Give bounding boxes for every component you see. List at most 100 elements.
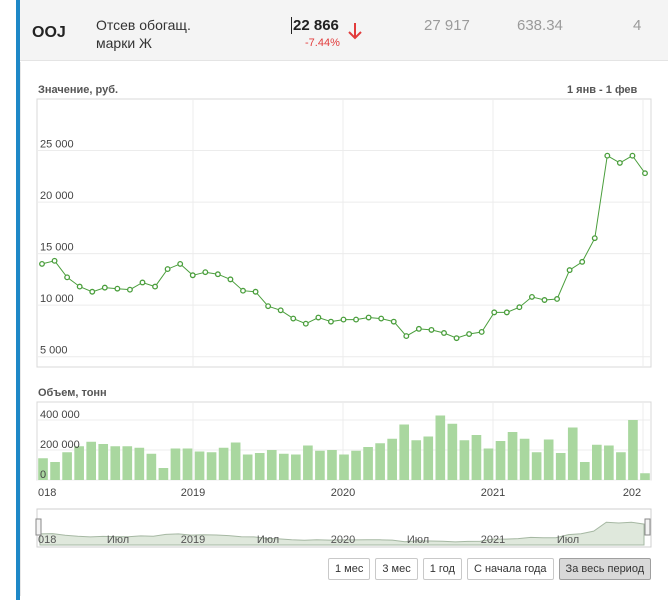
price-point — [415, 325, 422, 332]
price-point — [554, 296, 561, 302]
price-point — [579, 258, 586, 265]
instrument-row[interactable]: OOJ Отсев обогащ. марки Ж 22 866 -7.44% … — [20, 0, 668, 61]
date-range-label: 1 янв - 1 фев — [567, 84, 638, 96]
price-y-tick-label: 5 000 — [40, 345, 68, 357]
price-point — [491, 309, 498, 316]
price-point — [503, 309, 510, 316]
price-point — [340, 316, 347, 323]
volume-bar — [74, 446, 84, 480]
price-point — [177, 260, 184, 267]
price-point — [327, 318, 334, 325]
volume-bar — [531, 452, 542, 480]
volume-bar — [447, 423, 458, 480]
volume-bar — [146, 453, 157, 480]
navigator-handle-right[interactable] — [644, 518, 651, 536]
price-point — [566, 267, 573, 274]
price-point — [441, 330, 447, 336]
price-y-tick-label: 15 000 — [40, 242, 74, 254]
navigator-tick-label: Июл — [107, 534, 129, 546]
volume-bar — [459, 440, 470, 480]
price-point — [164, 266, 171, 273]
price-point — [290, 315, 297, 322]
price-point — [616, 159, 623, 166]
price-plot-area — [36, 98, 652, 368]
navigator-tick-label: Июл — [557, 534, 579, 546]
price-point — [277, 307, 284, 314]
ticker-code: OOJ — [32, 24, 66, 41]
price-point — [227, 276, 234, 283]
period-all-button[interactable]: За весь период — [558, 558, 652, 580]
price-point — [591, 235, 598, 242]
price-point — [453, 335, 460, 342]
period-ytd-button[interactable]: С начала года — [466, 558, 554, 580]
volume-bar — [543, 439, 554, 480]
price-y-tick-label: 20 000 — [40, 190, 74, 202]
volume-bar — [435, 415, 446, 480]
volume-bar — [86, 441, 96, 480]
volume-y-tick-label: 400 000 — [40, 409, 80, 421]
price-point — [64, 274, 71, 281]
price-point — [403, 333, 410, 340]
column-value-1: 27 917 — [424, 17, 470, 34]
price-point — [516, 304, 523, 311]
volume-bar — [483, 448, 494, 480]
price-point — [466, 331, 473, 337]
volume-bar — [327, 450, 337, 480]
accent-bar — [16, 0, 20, 600]
volume-bar — [604, 445, 614, 480]
volume-bar — [399, 424, 410, 480]
volume-bar — [182, 448, 193, 480]
navigator-series — [39, 521, 645, 546]
period-1m-button[interactable]: 1 мес — [328, 558, 371, 580]
price-point — [642, 170, 648, 177]
price-point — [39, 260, 45, 267]
volume-bar — [230, 442, 241, 480]
x-tick-label: 2021 — [481, 487, 505, 499]
price-point — [629, 152, 636, 159]
volume-y-tick-label: 0 — [40, 469, 46, 481]
volume-bar — [218, 447, 229, 480]
volume-bar — [495, 441, 506, 480]
volume-bar — [471, 435, 482, 480]
volume-bar — [278, 453, 289, 480]
price-point — [126, 286, 133, 293]
instrument-name: Отсев обогащ. марки Ж — [96, 16, 191, 52]
volume-bar — [98, 444, 109, 480]
x-tick-label: 2020 — [331, 487, 355, 499]
price-point — [101, 284, 108, 291]
volume-bar — [616, 452, 626, 480]
volume-bar — [592, 444, 602, 480]
period-3m-button[interactable]: 3 мес — [375, 558, 418, 580]
price-point — [315, 314, 322, 321]
volume-bar — [134, 447, 145, 480]
navigator-tick-label: 018 — [38, 534, 56, 546]
price-point — [478, 329, 485, 335]
navigator-handle-left[interactable] — [35, 518, 42, 536]
volume-bar — [50, 462, 60, 480]
navigator-tick-label: Июл — [407, 534, 429, 546]
price-point — [604, 152, 611, 159]
price-point — [302, 320, 309, 327]
volume-bar — [387, 438, 397, 480]
price-point — [202, 269, 209, 276]
price-point — [428, 326, 435, 333]
price-point — [353, 316, 360, 323]
price-point — [265, 303, 272, 310]
x-axis: 018 2019 2020 2021 202 — [38, 487, 641, 499]
price-point — [378, 315, 385, 322]
price-point — [240, 287, 246, 294]
chart-panel — [20, 62, 661, 596]
arrow-down-icon — [348, 23, 362, 40]
volume-bar — [303, 445, 313, 480]
volume-bar — [206, 452, 217, 480]
volume-bar — [628, 420, 638, 480]
price-axis-title: Значение, руб. — [38, 84, 119, 96]
last-price: 22 866 — [291, 17, 339, 34]
volume-bar — [266, 450, 277, 480]
period-1y-button[interactable]: 1 год — [422, 558, 462, 580]
volume-bar — [194, 451, 205, 480]
navigator-tick-label: Июл — [257, 534, 279, 546]
volume-bar — [555, 453, 566, 480]
price-point — [214, 271, 221, 278]
volume-bar — [507, 432, 518, 480]
